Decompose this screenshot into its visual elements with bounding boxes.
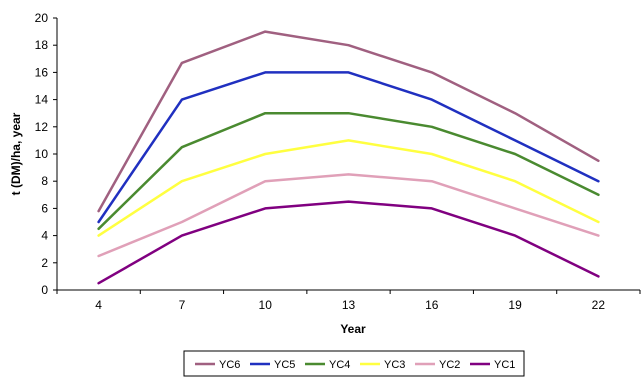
x-tick-label: 16 [425, 298, 439, 312]
x-ticks: 4 7 10 13 16 19 22 [56, 290, 641, 312]
y-tick-label: 4 [41, 229, 48, 243]
x-tick-label: 19 [508, 298, 522, 312]
y-tick-label: 6 [41, 201, 48, 215]
y-tick-label: 14 [35, 93, 49, 107]
y-tick-label: 0 [41, 283, 48, 297]
series-line-yc2 [97, 173, 600, 258]
x-tick-label: 10 [259, 298, 273, 312]
series-line-yc3 [97, 139, 600, 237]
y-ticks: 0 2 4 6 8 10 12 14 16 18 20 [35, 11, 57, 297]
series-lines [97, 30, 600, 285]
legend-label-yc4: YC4 [329, 359, 350, 371]
y-tick-label: 20 [35, 11, 49, 25]
x-axis-title: Year [340, 322, 366, 336]
y-tick-label: 10 [35, 147, 49, 161]
legend-items: YC6 YC5 YC4 YC3 YC2 YC1 [195, 359, 515, 371]
y-tick-label: 18 [35, 38, 49, 52]
legend-label-yc6: YC6 [219, 359, 240, 371]
legend-box [183, 350, 525, 377]
legend-label-yc1: YC1 [494, 359, 515, 371]
y-tick-label: 16 [35, 65, 49, 79]
y-tick-label: 2 [41, 256, 48, 270]
series-line-yc5 [97, 71, 600, 224]
x-tick-label: 13 [342, 298, 356, 312]
legend: YC6 YC5 YC4 YC3 YC2 YC1 [183, 350, 525, 377]
x-tick-label: 7 [179, 298, 186, 312]
series-line-yc1 [97, 200, 600, 285]
legend-label-yc3: YC3 [384, 359, 405, 371]
x-tick-label: 4 [95, 298, 102, 312]
legend-label-yc2: YC2 [439, 359, 460, 371]
x-tick-label: 22 [592, 298, 606, 312]
series-line-yc4 [97, 111, 600, 231]
y-tick-label: 12 [35, 120, 49, 134]
y-axis-title: t (DM)/ha, year [9, 112, 23, 195]
series-line-yc6 [97, 30, 600, 213]
y-tick-label: 8 [41, 174, 48, 188]
legend-label-yc5: YC5 [274, 359, 295, 371]
